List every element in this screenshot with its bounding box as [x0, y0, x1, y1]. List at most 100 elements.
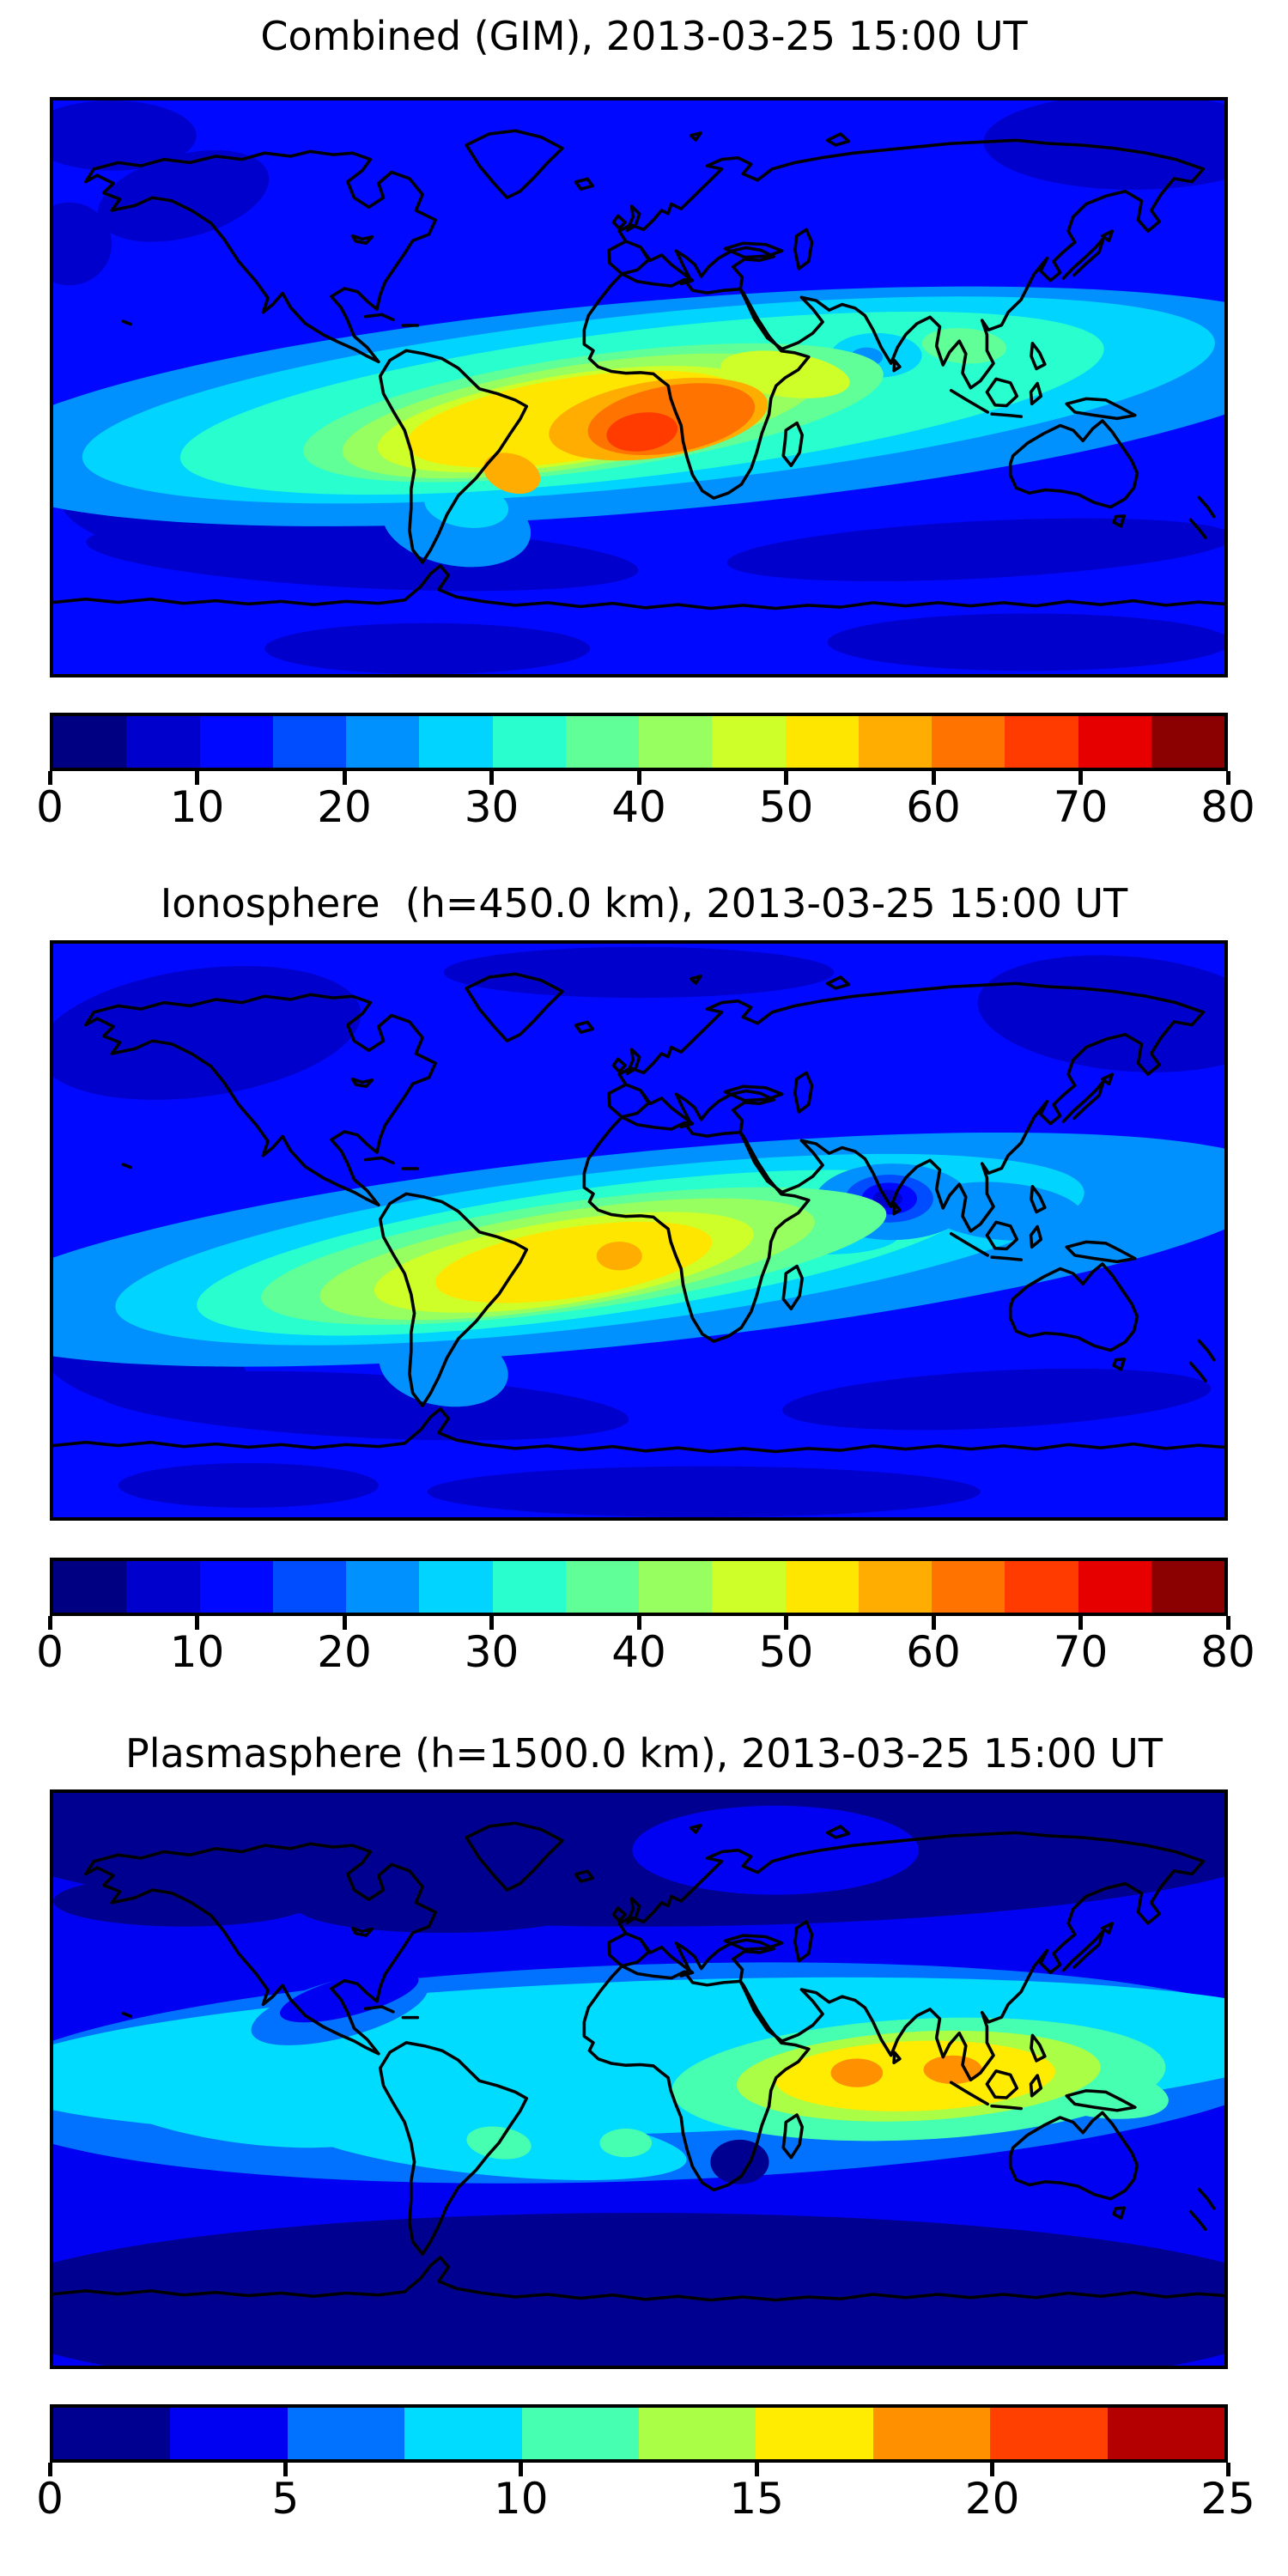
panel2-colorbar-labels: 0 10 20 30 40 50 60 70 80 [36, 1627, 1255, 1680]
contour-level-blob [782, 1368, 1212, 1431]
colorbar-tick-mark [489, 771, 494, 785]
panel1-colorbar-labels: 0 10 20 30 40 50 60 70 80 [36, 782, 1255, 835]
colorbar-tick-label: 20 [317, 1627, 372, 1677]
colorbar-tick-label: 25 [1200, 2474, 1255, 2524]
colorbar-tick-label: 0 [36, 782, 64, 832]
colorbar-segment [858, 716, 932, 768]
contour-level-blob [118, 1462, 379, 1508]
colorbar-segment [565, 716, 639, 768]
colorbar-tick-label: 60 [906, 782, 961, 832]
colorbar-segment [1078, 1561, 1151, 1613]
colorbar-segment [785, 716, 859, 768]
contour-level-blob [53, 202, 112, 286]
colorbar-tick-mark [1225, 1616, 1230, 1630]
colorbar-segment [492, 716, 566, 768]
colorbar-segment [1107, 2408, 1225, 2459]
colorbar-tick-mark [1225, 2463, 1230, 2476]
contour-level-blob [720, 350, 850, 398]
colorbar-segment [1151, 1561, 1224, 1613]
colorbar-tick-mark [1078, 1616, 1083, 1630]
colorbar-segment [932, 716, 1005, 768]
panel2-map [50, 940, 1228, 1521]
colorbar-tick-mark [990, 2463, 995, 2476]
colorbar-segment [126, 716, 200, 768]
colorbar-tick-mark [784, 1616, 788, 1630]
colorbar-tick-label: 40 [611, 1627, 666, 1677]
colorbar-tick-label: 15 [729, 2474, 784, 2524]
colorbar-segment [287, 2408, 405, 2459]
colorbar-tick-label: 50 [758, 1627, 814, 1677]
colorbar-tick-mark [283, 2463, 288, 2476]
contour-level-blob [427, 1466, 981, 1517]
panel3-colorbar [50, 2404, 1228, 2463]
contour-level-blob [264, 623, 591, 674]
contour-level-blob [443, 946, 835, 999]
colorbar-tick-mark [784, 771, 788, 785]
panel3-colorbar-ticks [47, 2463, 1230, 2478]
contour-level-blob [632, 1805, 919, 1895]
contour-level-blob [606, 412, 678, 452]
colorbar-segment [1151, 716, 1224, 768]
colorbar-tick-mark [636, 1616, 641, 1630]
colorbar-segment [785, 1561, 859, 1613]
colorbar-segment [712, 1561, 786, 1613]
colorbar-segment [272, 716, 346, 768]
contour-level-blob [483, 453, 541, 495]
contour-level-blob [53, 100, 197, 171]
colorbar-tick-mark [754, 2463, 759, 2476]
contour-fill-layers [53, 1793, 1224, 2366]
panel2-colorbar-ticks [47, 1616, 1230, 1631]
colorbar-tick-mark [489, 1616, 494, 1630]
colorbar-segment [565, 1561, 639, 1613]
colorbar-segment [932, 1561, 1005, 1613]
panel3-map [50, 1789, 1228, 2369]
colorbar-tick-mark [342, 771, 347, 785]
contour-level-blob [983, 100, 1224, 190]
colorbar-tick-label: 80 [1200, 782, 1255, 832]
colorbar-segment [346, 716, 420, 768]
colorbar-tick-label: 80 [1200, 1627, 1255, 1677]
colorbar-segment [1005, 1561, 1078, 1613]
colorbar-tick-label: 40 [611, 782, 666, 832]
colorbar-segment [639, 1561, 713, 1613]
colorbar-segment [1078, 716, 1151, 768]
colorbar-tick-mark [519, 2463, 524, 2476]
colorbar-tick-label: 0 [36, 1627, 64, 1677]
colorbar-segment [53, 1561, 127, 1613]
contour-level-blob [830, 2058, 884, 2087]
colorbar-tick-label: 10 [493, 2474, 549, 2524]
colorbar-segment [126, 1561, 200, 1613]
panel2-colorbar [50, 1558, 1228, 1616]
colorbar-tick-label: 10 [169, 1627, 225, 1677]
colorbar-segment [199, 1561, 273, 1613]
colorbar-segment [712, 716, 786, 768]
colorbar-segment [756, 2408, 873, 2459]
panel1-title: Combined (GIM), 2013-03-25 15:00 UT [260, 13, 1028, 59]
panel1-colorbar [50, 713, 1228, 771]
panel2-title: Ionosphere (h=450.0 km), 2013-03-25 15:0… [160, 880, 1128, 927]
panel1-map [50, 97, 1228, 677]
colorbar-segment [170, 2408, 288, 2459]
colorbar-segment [639, 2408, 756, 2459]
contour-level-blob [726, 518, 1224, 581]
panel3-map-svg [53, 1793, 1224, 2366]
colorbar-tick-mark [342, 1616, 347, 1630]
contour-fill-layers [53, 100, 1224, 674]
colorbar-tick-mark [1225, 771, 1230, 785]
contour-level-blob [280, 1971, 419, 2023]
contour-level-blob [827, 613, 1224, 671]
colorbar-segment [639, 716, 713, 768]
panel3-colorbar-labels: 0 5 10 15 20 25 [36, 2474, 1255, 2526]
colorbar-tick-label: 30 [464, 1627, 519, 1677]
colorbar-tick-mark [636, 771, 641, 785]
colorbar-tick-label: 30 [464, 782, 519, 832]
colorbar-tick-label: 10 [169, 782, 225, 832]
colorbar-segment [272, 1561, 346, 1613]
contour-level-blob [921, 328, 1007, 364]
contour-level-blob [775, 2040, 1055, 2111]
colorbar-tick-label: 70 [1053, 782, 1109, 832]
colorbar-tick-mark [195, 771, 199, 785]
contour-level-blob [297, 1881, 591, 1934]
contour-level-blob [599, 2128, 653, 2158]
colorbar-tick-label: 70 [1053, 1627, 1109, 1677]
